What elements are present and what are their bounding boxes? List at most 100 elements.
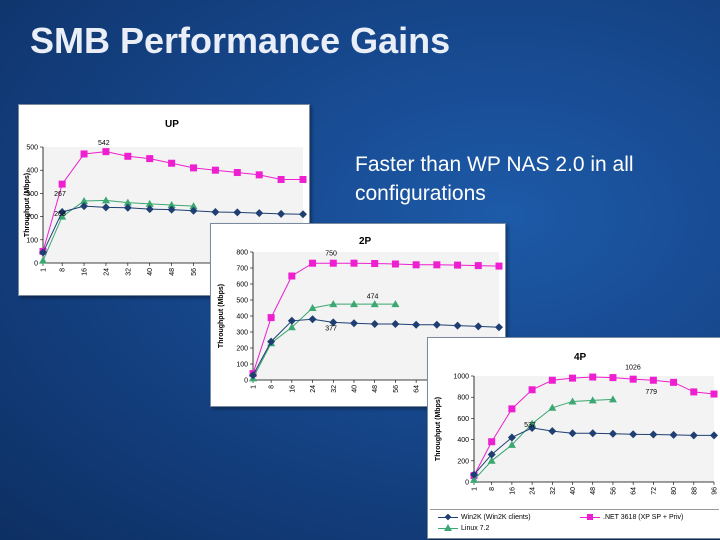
- data-point-dotnet: [589, 373, 597, 381]
- y-tick-label: 400: [457, 437, 469, 444]
- data-label: 377: [325, 326, 337, 333]
- series-win2k: [470, 423, 718, 479]
- y-tick-label: 400: [26, 168, 38, 175]
- y-tick-label: 300: [236, 330, 248, 337]
- data-point-dotnet: [371, 260, 379, 268]
- x-tick-label: 24: [103, 268, 110, 276]
- data-point-linux: [370, 300, 379, 308]
- data-point-win2k: [528, 423, 537, 432]
- data-point-win2k: [689, 431, 698, 440]
- x-tick-label: 48: [372, 385, 379, 393]
- data-point-dotnet: [690, 388, 698, 396]
- x-tick-label: 1: [472, 487, 479, 491]
- chart-4p: 4P Throughput (Mbps) 0 200 400 600 800 1000 1 8 16…: [435, 352, 719, 495]
- data-point-dotnet: [454, 261, 462, 269]
- data-point-linux: [568, 397, 577, 405]
- y-axis-label: Throughput (Mbps): [24, 173, 31, 237]
- data-point-dotnet: [211, 166, 219, 174]
- chart-title: 4P: [574, 352, 587, 363]
- series-dotnet: [39, 148, 307, 255]
- x-tick-label: 40: [147, 268, 154, 276]
- data-point-linux: [167, 201, 176, 208]
- data-point-linux: [80, 197, 89, 205]
- data-label: 474: [367, 294, 379, 301]
- data-point-linux: [287, 323, 296, 331]
- data-point-win2k: [669, 430, 678, 439]
- data-point-dotnet: [609, 374, 617, 382]
- data-point-dotnet: [309, 259, 317, 267]
- data-point-dotnet: [329, 259, 337, 267]
- data-point-win2k: [211, 207, 220, 216]
- data-point-win2k: [588, 429, 597, 438]
- data-label: 542: [98, 140, 110, 147]
- data-point-win2k: [470, 470, 478, 479]
- data-point-dotnet: [488, 438, 496, 446]
- data-label: 267: [54, 191, 66, 198]
- data-point-linux: [548, 403, 557, 411]
- data-point-dotnet: [233, 169, 241, 177]
- data-point-dotnet: [190, 164, 198, 172]
- data-point-dotnet: [569, 374, 577, 382]
- y-tick-label: 100: [236, 362, 248, 369]
- y-tick-label: 400: [236, 314, 248, 321]
- data-point-dotnet: [391, 260, 399, 268]
- x-tick-label: 32: [331, 385, 338, 393]
- data-point-win2k: [308, 315, 317, 324]
- data-point-dotnet: [102, 148, 110, 156]
- y-tick-label: 1000: [453, 374, 469, 381]
- x-tick-label: 48: [590, 487, 597, 495]
- series-linux: [470, 395, 617, 483]
- data-point-win2k: [391, 320, 400, 328]
- x-tick-label: 8: [269, 385, 276, 389]
- data-point-win2k: [167, 205, 176, 214]
- data-point-linux: [608, 395, 617, 403]
- y-tick-label: 300: [26, 191, 38, 198]
- data-point-win2k: [249, 371, 257, 380]
- data-point-win2k: [123, 203, 132, 212]
- x-tick-label: 1: [41, 268, 48, 272]
- series-win2k: [39, 202, 307, 257]
- x-tick-label: 24: [530, 487, 537, 495]
- legend-label-win2k: Win2K (Win2K clients): [461, 513, 531, 521]
- x-tick-label: 32: [125, 268, 132, 276]
- y-tick-label: 500: [26, 145, 38, 152]
- data-point-linux: [39, 256, 47, 264]
- data-point-win2k: [487, 450, 496, 459]
- chart-legend: Win2K (Win2K clients) .NET 3618 (XP SP +…: [430, 509, 719, 536]
- data-point-dotnet: [267, 314, 275, 322]
- legend-label-dotnet: .NET 3618 (XP SP + Priv): [603, 513, 684, 521]
- data-point-dotnet: [474, 262, 482, 270]
- x-tick-label: 88: [691, 487, 698, 495]
- data-point-linux: [329, 300, 338, 308]
- legend-swatch-dotnet: [580, 513, 600, 521]
- data-point-win2k: [412, 320, 421, 329]
- y-tick-label: 200: [457, 458, 469, 465]
- data-point-linux: [308, 304, 317, 311]
- y-axis-label: Throughput (Mbps): [218, 284, 225, 348]
- data-point-dotnet: [277, 175, 285, 183]
- chart-title: 2P: [359, 236, 372, 247]
- legend-item-dotnet: .NET 3618 (XP SP + Priv): [580, 513, 683, 521]
- data-point-linux: [58, 212, 67, 220]
- data-point-win2k: [507, 433, 516, 442]
- data-point-dotnet: [710, 390, 718, 398]
- data-point-win2k: [608, 429, 617, 438]
- data-point-dotnet: [495, 262, 503, 270]
- data-point-dotnet: [433, 261, 441, 269]
- data-point-win2k: [299, 210, 307, 219]
- data-point-linux: [123, 198, 132, 206]
- legend-item-linux: Linux 7.2: [438, 524, 489, 532]
- data-point-linux: [487, 456, 496, 464]
- chart-4p-panel: 4P Throughput (Mbps) 0 200 400 600 800 1000 1 8 16…: [427, 337, 720, 539]
- data-point-linux: [189, 202, 198, 210]
- y-tick-label: 200: [26, 214, 38, 221]
- x-tick-label: 8: [60, 268, 67, 272]
- plot-area: [474, 376, 714, 482]
- data-point-win2k: [287, 316, 296, 325]
- data-point-dotnet: [670, 378, 678, 386]
- slide-title: SMB Performance Gains: [30, 20, 451, 61]
- y-axis-label: Throughput (Mbps): [435, 397, 442, 461]
- data-label: 1026: [625, 364, 641, 371]
- data-label: 750: [325, 250, 337, 257]
- data-point-win2k: [649, 430, 658, 439]
